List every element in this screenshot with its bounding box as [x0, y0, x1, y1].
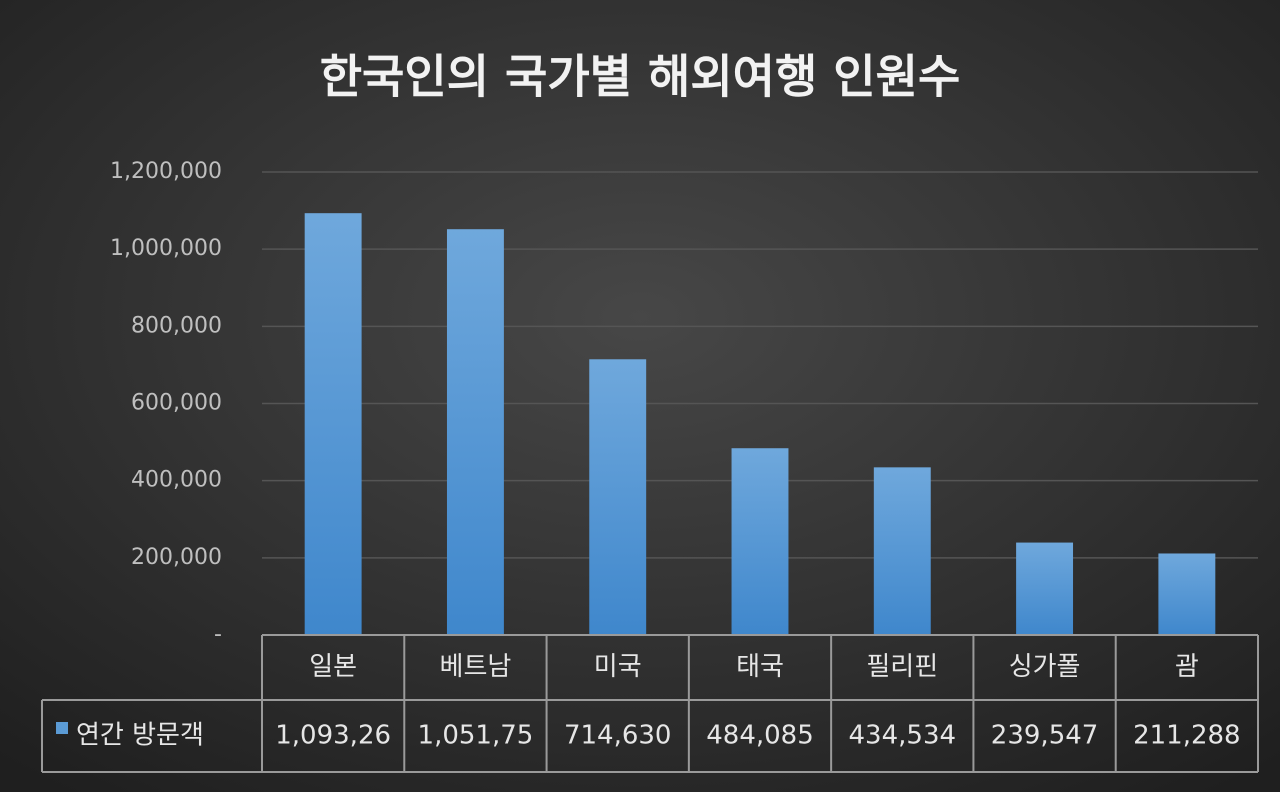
chart-title: 한국인의 국가별 해외여행 인원수 [320, 50, 961, 104]
value-label: 1,093,26 [275, 721, 391, 751]
x-tick-label: 베트남 [440, 652, 512, 682]
legend-swatch [56, 722, 68, 734]
bar [446, 229, 504, 635]
bar [731, 448, 789, 635]
value-label: 484,085 [706, 721, 814, 751]
value-label: 434,534 [849, 721, 957, 751]
x-tick-label: 일본 [309, 652, 357, 682]
bar [304, 213, 362, 636]
y-tick-label: 800,000 [131, 313, 222, 338]
legend-label: 연간 방문객 [76, 721, 204, 751]
y-tick-label: 400,000 [131, 468, 222, 493]
x-tick-label: 필리핀 [866, 652, 938, 682]
y-tick-label: 200,000 [131, 545, 222, 570]
value-label: 714,630 [564, 721, 672, 751]
bar [873, 467, 931, 635]
bar [1158, 553, 1216, 635]
x-tick-label: 괌 [1175, 652, 1199, 682]
value-label: 1,051,75 [418, 721, 534, 751]
value-label: 239,547 [991, 721, 1099, 751]
bar [1016, 542, 1074, 635]
x-tick-label: 태국 [736, 652, 784, 682]
x-tick-label: 싱가폴 [1009, 652, 1081, 682]
y-tick-label: 1,000,000 [110, 236, 222, 261]
y-tick-label: 1,200,000 [110, 159, 222, 184]
x-tick-label: 미국 [594, 652, 642, 682]
bar [589, 359, 647, 635]
y-tick-label: - [214, 622, 222, 647]
value-label: 211,288 [1133, 721, 1241, 751]
y-tick-label: 600,000 [131, 391, 222, 416]
